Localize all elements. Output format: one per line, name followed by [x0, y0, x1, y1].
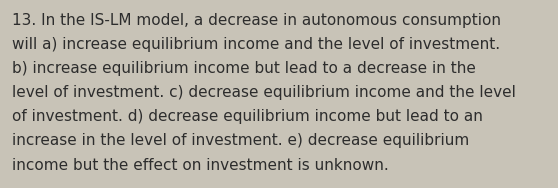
Text: level of investment. c) decrease equilibrium income and the level: level of investment. c) decrease equilib…: [12, 85, 516, 100]
Text: 13. In the IS-LM model, a decrease in autonomous consumption: 13. In the IS-LM model, a decrease in au…: [12, 13, 501, 28]
Text: of investment. d) decrease equilibrium income but lead to an: of investment. d) decrease equilibrium i…: [12, 109, 483, 124]
Text: will a) increase equilibrium income and the level of investment.: will a) increase equilibrium income and …: [12, 37, 501, 52]
Text: b) increase equilibrium income but lead to a decrease in the: b) increase equilibrium income but lead …: [12, 61, 476, 76]
Text: increase in the level of investment. e) decrease equilibrium: increase in the level of investment. e) …: [12, 133, 469, 149]
Text: income but the effect on investment is unknown.: income but the effect on investment is u…: [12, 158, 389, 173]
